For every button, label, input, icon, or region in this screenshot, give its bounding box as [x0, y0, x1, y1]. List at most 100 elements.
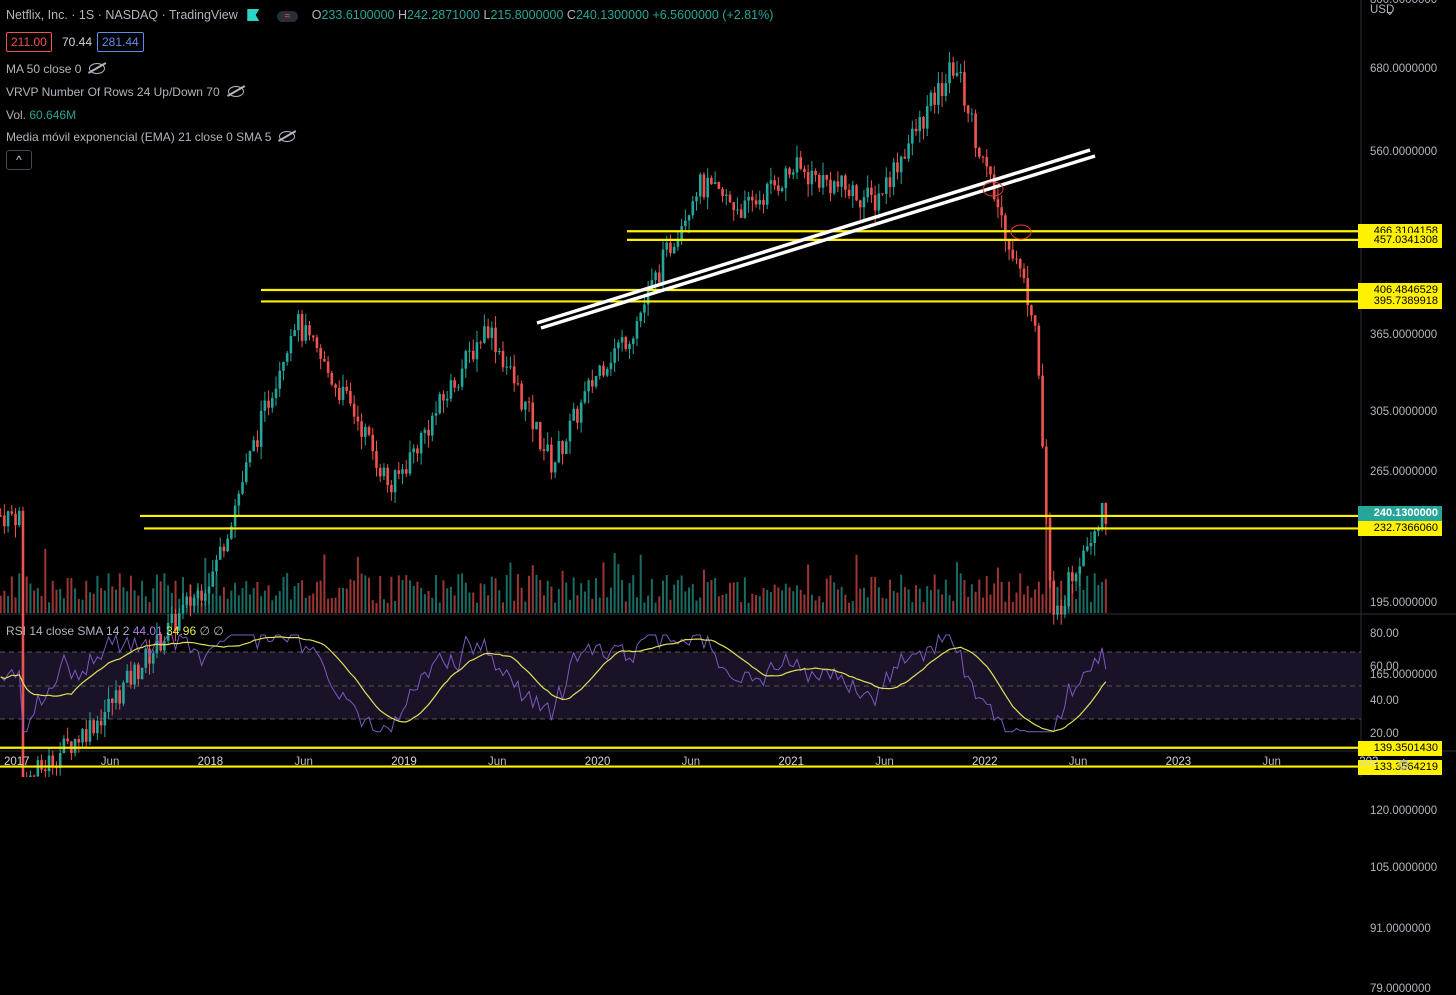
volume-bar: [248, 594, 251, 613]
price-level-tag[interactable]: 406.4846529: [1358, 282, 1442, 298]
chart-canvas[interactable]: [0, 0, 1456, 777]
collapse-legend-button[interactable]: ^: [6, 150, 32, 170]
volume-bar: [699, 597, 702, 613]
volume-bar: [959, 573, 962, 613]
candle-body: [222, 546, 226, 552]
rsi-tick: 20.00: [1370, 728, 1399, 740]
volume-bar: [334, 597, 337, 613]
indicator-ema[interactable]: Media móvil exponencial (EMA) 21 close 0…: [6, 130, 296, 144]
candle-body: [620, 337, 624, 343]
volume-bar: [710, 579, 713, 613]
hidden-eye-icon[interactable]: [89, 63, 106, 74]
volume-bar: [565, 582, 568, 613]
volume-bar: [330, 597, 333, 613]
candle-body: [955, 72, 959, 76]
volume-bar: [650, 578, 653, 613]
hidden-eye-icon[interactable]: [279, 131, 296, 142]
volume-bar: [252, 588, 255, 613]
rsi-legend[interactable]: RSI 14 close SMA 14 2 44.01 34.96 ∅ ∅: [6, 624, 224, 638]
volume-bar: [918, 588, 921, 613]
volume-bar: [111, 586, 114, 613]
volume-bar: [751, 593, 754, 613]
symbol-title[interactable]: Netflix, Inc. · 1S · NASDAQ · TradingVie…: [6, 8, 238, 22]
flag-icon[interactable]: [247, 9, 260, 21]
current-price-tag[interactable]: 240.1300000: [1358, 506, 1442, 522]
indicator-vrvp[interactable]: VRVP Number Of Rows 24 Up/Down 70: [6, 85, 244, 99]
candle-body: [334, 384, 337, 388]
volume-bar: [74, 588, 77, 613]
ohlc-values: O233.6100000 H242.2871000 L215.8000000 C…: [312, 8, 774, 22]
volume-bar: [133, 590, 136, 613]
volume-bar: [881, 597, 884, 613]
candle-body: [717, 182, 721, 189]
buy-button[interactable]: 281.44: [97, 32, 144, 52]
price-tick: 165.0000000: [1370, 668, 1438, 681]
volume-bar: [278, 591, 281, 613]
candle-body: [107, 698, 110, 712]
candle-body: [386, 467, 389, 486]
indicator-ma[interactable]: MA 50 close 0: [6, 62, 106, 76]
candle-body: [583, 391, 587, 403]
volume-bar: [1041, 594, 1044, 613]
candle-body: [818, 174, 821, 188]
currency-label[interactable]: USD: [1370, 4, 1395, 16]
volume-bar: [349, 579, 352, 613]
candle-body: [710, 177, 713, 185]
volume-bar: [621, 580, 624, 613]
candle-body: [654, 272, 657, 281]
volume-bar: [1019, 573, 1022, 613]
hidden-eye-icon[interactable]: [227, 86, 244, 97]
candle-body: [337, 387, 341, 401]
candle-body: [1018, 259, 1022, 269]
candle-body: [1037, 325, 1041, 376]
candle-body: [1104, 502, 1108, 524]
indicator-vrvp-label: VRVP Number Of Rows 24 Up/Down 70: [6, 85, 220, 99]
price-tick: 195.0000000: [1370, 597, 1438, 610]
candle-body: [241, 482, 244, 494]
price-level-tag[interactable]: 232.7366060: [1358, 521, 1442, 537]
candle-body: [151, 653, 155, 664]
candle-body: [218, 546, 222, 560]
candle-body: [1041, 375, 1044, 447]
volume-bar: [29, 583, 32, 613]
pill-toggle[interactable]: ≈: [276, 11, 299, 22]
candle-body: [62, 738, 66, 754]
candle-body: [736, 209, 739, 211]
candle-body: [680, 226, 683, 241]
candle-body: [311, 335, 315, 338]
price-level-tag[interactable]: 133.3564219: [1358, 759, 1442, 775]
candle-body: [497, 350, 501, 353]
volume-bar: [952, 600, 955, 613]
sell-button[interactable]: 211.00: [6, 32, 52, 52]
volume-bar: [788, 587, 791, 613]
candle-body: [163, 640, 166, 651]
trend-line: [536, 148, 1091, 325]
price-level-tag[interactable]: 457.0341308: [1358, 232, 1442, 248]
candle-body: [568, 420, 572, 442]
gear-icon[interactable]: ⚙: [1397, 757, 1411, 774]
volume-bar: [662, 580, 665, 613]
candle-body: [564, 441, 568, 454]
candle-body: [888, 177, 892, 187]
candle-body: [937, 83, 940, 105]
candle-body: [851, 185, 855, 196]
time-tick: Jun: [100, 756, 120, 768]
rsi-extra-2: ∅: [213, 624, 224, 638]
price-level-tag[interactable]: 139.3501430: [1358, 740, 1442, 756]
candle-body: [393, 470, 397, 493]
candle-body: [442, 394, 445, 401]
volume-bar: [397, 575, 400, 613]
volume-bar: [702, 569, 705, 613]
volume-bar: [405, 575, 408, 613]
volume-bar: [896, 592, 899, 613]
indicator-vol[interactable]: Vol. 60.646M: [6, 108, 76, 122]
candle-body: [624, 337, 628, 350]
price-level-tag[interactable]: 395.7389918: [1358, 294, 1442, 310]
volume-bar: [438, 602, 441, 613]
volume-bar: [911, 602, 914, 613]
chevron-down-icon[interactable]: ⌄: [1385, 6, 1395, 18]
volume-bar: [483, 584, 486, 613]
candle-body: [77, 738, 81, 743]
volume-bar: [301, 580, 304, 613]
volume-bar: [1075, 599, 1078, 613]
